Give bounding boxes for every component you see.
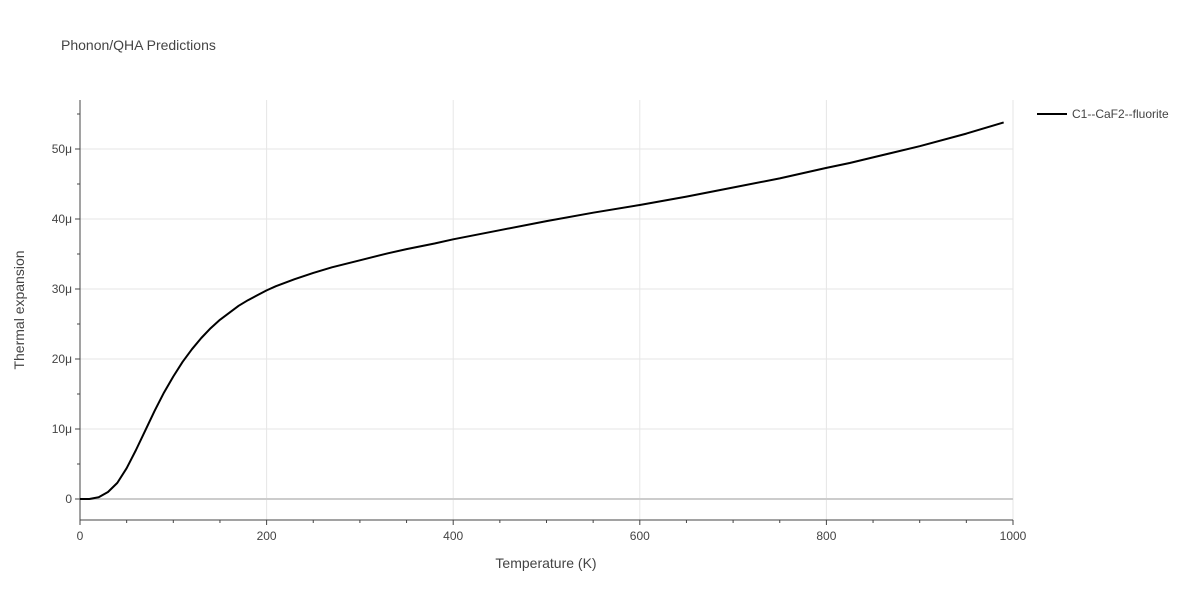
x-tick-label: 200 <box>257 529 277 543</box>
grid-lines <box>80 100 1014 520</box>
tick-labels: 0 200 400 600 800 1000 0 10μ 20μ 30μ 40μ 50μ <box>52 142 1027 543</box>
y-tick-label: 40μ <box>52 212 72 226</box>
series-layer <box>80 121 1004 500</box>
x-tick-label: 600 <box>630 529 650 543</box>
x-tick-label: 800 <box>816 529 836 543</box>
legend-label: C1--CaF2--fluorite <box>1072 107 1169 121</box>
y-tick-label: 20μ <box>52 352 72 366</box>
legend[interactable]: C1--CaF2--fluorite <box>1037 107 1169 121</box>
y-tick-label: 10μ <box>52 422 72 436</box>
x-tick-label: 0 <box>77 529 84 543</box>
x-tick-label: 1000 <box>1000 529 1027 543</box>
x-axis-title: Temperature (K) <box>495 555 596 571</box>
x-tick-label: 400 <box>443 529 463 543</box>
y-axis-title: Thermal expansion <box>11 250 27 369</box>
chart-title: Phonon/QHA Predictions <box>61 37 216 53</box>
axes <box>75 100 1014 525</box>
y-tick-label: 30μ <box>52 282 72 296</box>
series-line <box>80 121 1004 500</box>
y-tick-label: 50μ <box>52 142 72 156</box>
y-tick-label: 0 <box>65 492 72 506</box>
